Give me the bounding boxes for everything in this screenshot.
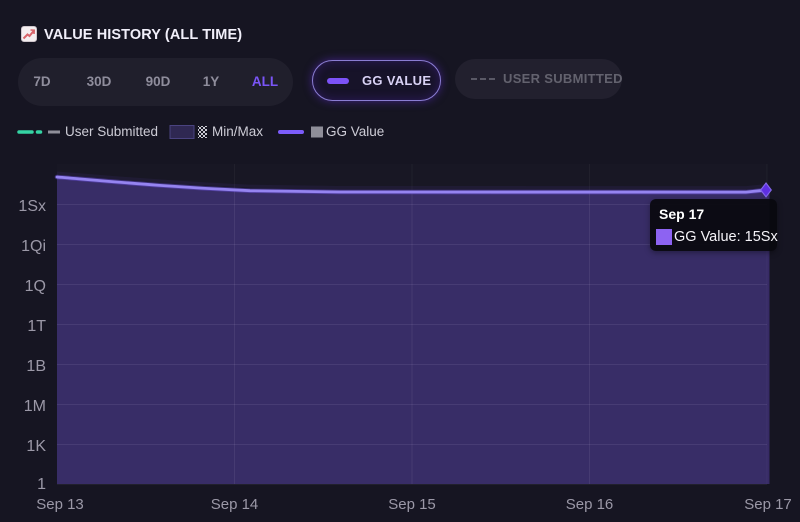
svg-text:1Q: 1Q (25, 278, 46, 295)
svg-text:Sep 14: Sep 14 (211, 496, 259, 513)
svg-text:1Qi: 1Qi (21, 238, 46, 255)
svg-text:1K: 1K (26, 438, 46, 455)
svg-text:1: 1 (37, 476, 46, 493)
svg-text:Sep 15: Sep 15 (388, 496, 436, 513)
svg-text:1M: 1M (24, 398, 46, 415)
svg-text:1T: 1T (27, 318, 46, 335)
svg-text:Sep 17: Sep 17 (744, 496, 792, 513)
svg-text:1Sx: 1Sx (18, 198, 46, 215)
svg-text:Sep 16: Sep 16 (566, 496, 614, 513)
svg-text:Sep 13: Sep 13 (36, 496, 84, 513)
svg-text:1B: 1B (26, 358, 46, 375)
